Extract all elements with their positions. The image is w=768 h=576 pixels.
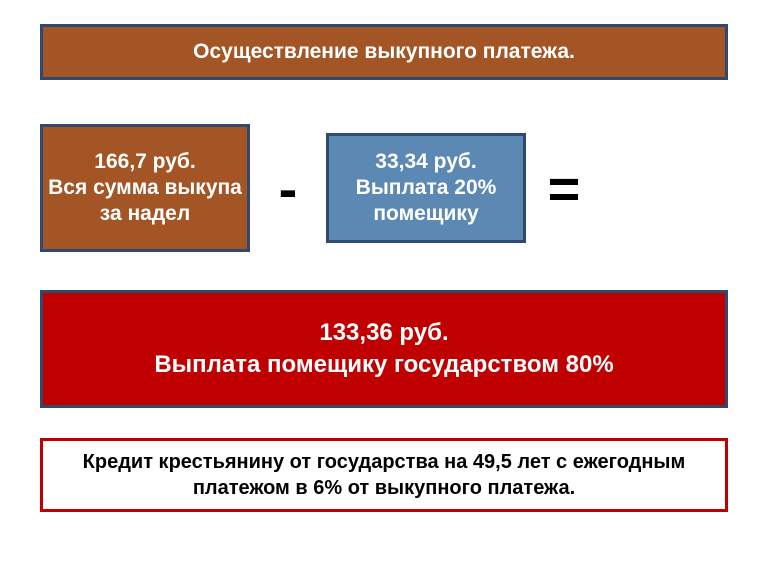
footer-note: Кредит крестьянину от государства на 49,… [40, 438, 728, 512]
deduction-box: 33,34 руб. Выплата 20% помещику [326, 133, 526, 243]
result-value: 133,36 руб. [319, 317, 448, 349]
minus-operator: - [266, 156, 310, 221]
title-bar: Осуществление выкупного платежа. [40, 24, 728, 80]
deduction-value: 33,34 руб. [375, 149, 476, 175]
total-amount-box: 166,7 руб. Вся сумма выкупа за надел [40, 124, 250, 252]
total-amount-value: 166,7 руб. [94, 149, 195, 175]
total-amount-label: Вся сумма выкупа за надел [43, 175, 247, 228]
deduction-label: Выплата 20% помещику [329, 175, 523, 228]
equals-operator: = [542, 156, 586, 221]
result-bar: 133,36 руб. Выплата помещику государство… [40, 290, 728, 408]
equation-row: 166,7 руб. Вся сумма выкупа за надел - 3… [40, 124, 728, 252]
result-label: Выплата помещику государством 80% [154, 349, 613, 381]
